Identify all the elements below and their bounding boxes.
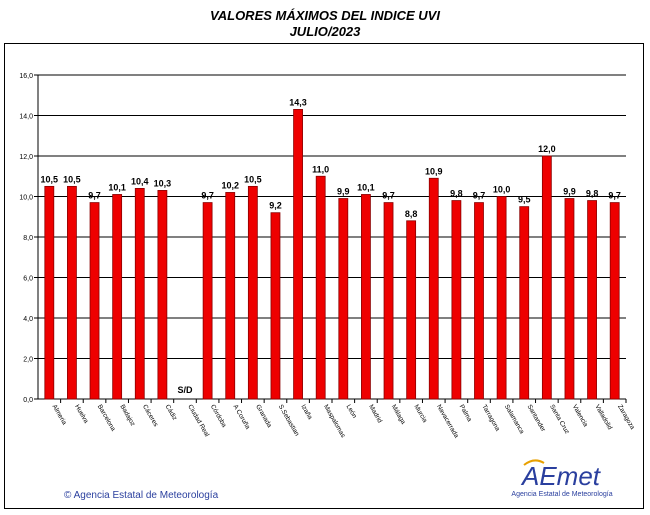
bar: [315, 175, 326, 400]
category-label: León: [345, 404, 358, 420]
logo-subtitle: Agencia Estatal de Meteorología: [511, 491, 613, 498]
bar: [383, 202, 394, 400]
y-tick-label: 6,0: [23, 276, 33, 283]
category-label: Murcia: [412, 404, 428, 425]
category-label: Ciudad Real: [186, 404, 210, 439]
category-label: Valladolid: [593, 404, 613, 432]
bar: [157, 190, 168, 400]
bar: [202, 202, 213, 400]
value-label: 10,4: [131, 176, 149, 186]
bar: [247, 185, 258, 400]
category-label: Zaragoza: [616, 404, 636, 432]
category-label: Barcelona: [96, 404, 117, 433]
bar: [428, 177, 439, 400]
chart-subtitle: JULIO/2023: [289, 24, 361, 39]
y-tick-label: 0,0: [23, 397, 33, 404]
bar: [270, 212, 281, 400]
logo-arc: [523, 459, 545, 466]
category-label: S.Sebastian: [277, 404, 301, 438]
bar: [361, 194, 371, 400]
value-label: 10,0: [493, 185, 511, 195]
value-label: 10,1: [108, 182, 126, 192]
category-label: Huelva: [73, 404, 89, 425]
y-tick-label: 4,0: [23, 316, 33, 323]
bar: [134, 187, 145, 400]
value-label-no-data: S/D: [177, 385, 193, 395]
value-label: 10,1: [357, 182, 375, 192]
value-label: 14,3: [289, 97, 307, 107]
category-label: Valencia: [571, 404, 589, 429]
category-label: Izaña: [299, 404, 313, 422]
value-label: 10,5: [41, 174, 59, 184]
y-tick-label: 14,0: [19, 114, 33, 121]
category-label: Salamanca: [503, 404, 526, 436]
value-label: 9,5: [518, 195, 531, 205]
y-tick-label: 10,0: [19, 195, 33, 202]
bar: [338, 198, 349, 400]
value-label: 10,2: [221, 180, 239, 190]
bar: [609, 202, 620, 400]
bar: [587, 200, 597, 400]
value-label: 9,9: [337, 187, 350, 197]
category-label: Málaga: [390, 404, 407, 426]
category-label: Santa Cruz: [548, 404, 570, 436]
value-label: 9,8: [450, 189, 463, 199]
category-label: Tarragona: [480, 404, 501, 433]
y-tick-label: 8,0: [23, 235, 33, 242]
bar: [225, 192, 236, 400]
bar: [89, 202, 100, 400]
category-label: Córdoba: [209, 404, 228, 429]
value-label: 9,2: [269, 201, 282, 211]
category-label: Palma: [458, 404, 473, 424]
value-label: 10,5: [244, 174, 262, 184]
value-label: 10,3: [154, 178, 172, 188]
y-tick-label: 16,0: [19, 73, 33, 80]
category-label: Madrid: [367, 404, 383, 425]
footer-copyright: © Agencia Estatal de Meteorología: [64, 490, 219, 501]
chart-title: VALORES MÁXIMOS DEL INDICE UVI: [210, 8, 440, 23]
value-label: 9,7: [608, 191, 621, 201]
category-label: Badajoz: [118, 404, 136, 428]
y-tick-label: 2,0: [23, 357, 33, 364]
bar: [519, 206, 530, 400]
bar: [451, 200, 462, 400]
bar: [293, 109, 303, 400]
value-label: 10,5: [63, 174, 81, 184]
aemet-logo: AEmet: [510, 455, 620, 503]
category-label: Maspalomas: [322, 404, 347, 440]
logo-text: AEmet: [520, 461, 602, 491]
value-label: 9,7: [473, 191, 486, 201]
category-label: Navacerrada: [435, 404, 460, 440]
bar: [67, 185, 77, 400]
bar: [496, 196, 507, 400]
category-label: Cáceres: [141, 404, 160, 429]
bar: [406, 220, 417, 400]
category-label: Santander: [525, 404, 546, 434]
bar: [474, 202, 484, 400]
value-label: 9,7: [382, 191, 395, 201]
category-label: Almeria: [51, 404, 68, 427]
chart-frame: [4, 43, 644, 509]
value-label: 8,8: [405, 209, 418, 219]
bar: [541, 155, 552, 400]
value-label: 9,7: [88, 191, 101, 201]
category-label: Granada: [254, 404, 273, 430]
value-label: 9,8: [586, 189, 599, 199]
bar: [564, 198, 575, 400]
value-label: 9,9: [563, 187, 576, 197]
value-label: 9,7: [201, 191, 214, 201]
value-label: 10,9: [425, 166, 443, 176]
value-label: 12,0: [538, 144, 556, 154]
value-label: 11,0: [312, 164, 329, 174]
bar: [44, 185, 55, 400]
category-label: Cádiz: [164, 404, 178, 422]
category-label: A Coruña: [231, 404, 251, 431]
y-tick-label: 12,0: [19, 154, 33, 161]
bar: [112, 194, 123, 400]
